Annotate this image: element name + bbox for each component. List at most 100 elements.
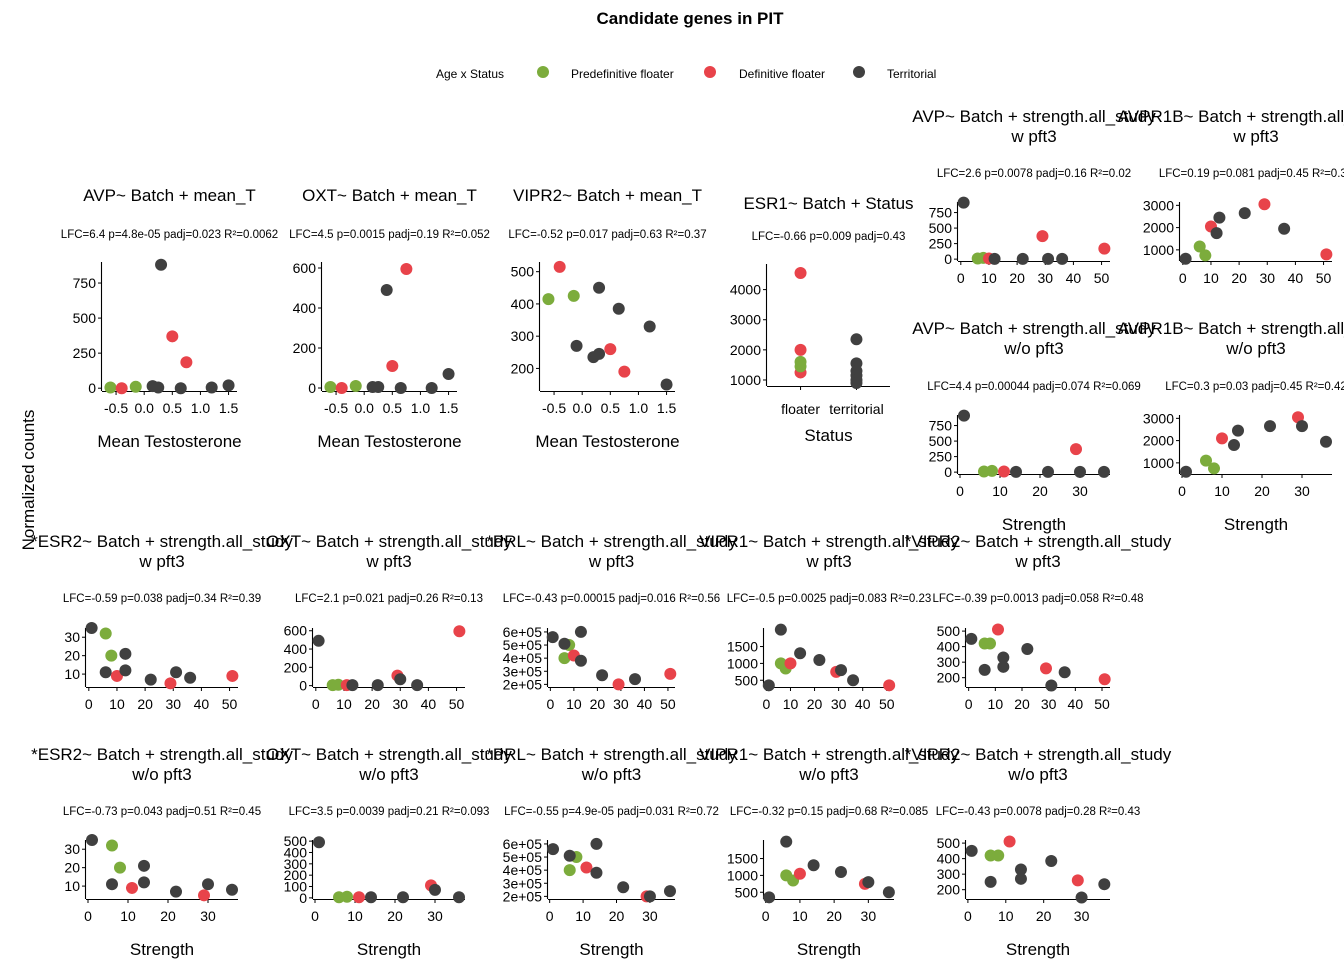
data-point-territorial <box>1264 420 1276 433</box>
x-tick-label: 30 <box>613 696 629 712</box>
data-point-territorial <box>570 339 583 352</box>
data-point-territorial <box>425 382 438 394</box>
data-point-definitive-floater <box>1320 248 1333 261</box>
data-point-territorial <box>1210 227 1223 240</box>
x-tick-label: 40 <box>1066 270 1082 286</box>
x-tick-label: 20 <box>826 908 842 924</box>
x-axis-label: Strength <box>130 940 194 959</box>
data-point-definitive-floater <box>386 360 399 372</box>
x-tick-label: 40 <box>421 696 437 712</box>
x-tick-label: 30 <box>1294 483 1310 499</box>
x-tick-label: 30 <box>831 696 847 712</box>
y-tick-label: 20 <box>64 860 80 876</box>
data-point-predefinitive-floater <box>986 464 998 477</box>
x-tick-label: 20 <box>609 908 625 924</box>
y-tick-label: 250 <box>73 345 97 361</box>
y-tick-label: 500 <box>284 833 308 849</box>
x-tick-label: 40 <box>855 696 871 712</box>
y-tick-label: 4e+05 <box>503 650 543 666</box>
legend-label-territorial: Territorial <box>887 67 936 81</box>
x-tick-label: 0 <box>546 908 554 924</box>
panel-stats: LFC=6.4 p=4.8e-05 padj=0.023 R²=0.0062 <box>61 229 278 241</box>
x-tick-label: 0 <box>311 908 319 924</box>
data-point-predefinitive-floater <box>1199 249 1212 262</box>
panel-title: AVP~ Batch + strength.all_study <box>912 107 1156 126</box>
y-tick-label: 0 <box>944 464 952 480</box>
data-point-definitive-floater <box>1071 874 1084 887</box>
data-point-territorial <box>1232 424 1244 437</box>
x-tick-label: 40 <box>194 696 210 712</box>
y-tick-label: 500 <box>937 835 961 851</box>
data-point-predefinitive-floater <box>341 890 353 903</box>
y-tick-label: 4e+05 <box>503 862 543 878</box>
y-tick-label: 100 <box>284 879 308 895</box>
y-tick-label: 0 <box>308 380 316 396</box>
panel-title: w/o pft3 <box>1225 339 1286 358</box>
data-point-territorial <box>1180 465 1192 478</box>
data-point-predefinitive-floater <box>332 678 345 691</box>
x-tick-label: 30 <box>392 696 408 712</box>
y-tick-label: 0 <box>299 678 307 694</box>
data-point-definitive-floater <box>794 267 807 280</box>
x-tick-label: 10 <box>1214 483 1230 499</box>
panel-title: AVPR1B~ Batch + strength.all_study <box>1118 319 1344 338</box>
x-tick-label: 10 <box>981 270 997 286</box>
x-tick-label: 0.0 <box>572 400 592 416</box>
x-tick-label: 20 <box>364 696 380 712</box>
data-point-territorial <box>547 843 560 856</box>
y-tick-label: 500 <box>73 310 97 326</box>
x-tick-label: 0 <box>957 270 965 286</box>
data-point-territorial <box>226 883 238 896</box>
x-tick-label: 20 <box>1036 908 1052 924</box>
x-tick-label: 30 <box>1074 908 1090 924</box>
data-point-definitive-floater <box>226 669 239 682</box>
data-point-territorial <box>394 673 407 686</box>
x-tick-label: 10 <box>998 908 1014 924</box>
data-point-territorial <box>1042 252 1055 265</box>
data-point-predefinitive-floater <box>129 380 142 393</box>
data-point-territorial <box>593 281 606 294</box>
data-point-territorial <box>1045 854 1058 867</box>
x-tick-label: 10 <box>988 696 1004 712</box>
data-point-predefinitive-floater <box>1193 240 1206 253</box>
y-tick-label: 10 <box>64 878 80 894</box>
panel-stats: LFC=3.5 p=0.0039 padj=0.21 R²=0.093 <box>289 806 490 818</box>
data-point-definitive-floater <box>883 679 896 692</box>
y-axis-label: Normalized counts <box>19 410 38 551</box>
x-tick-label: 20 <box>160 908 176 924</box>
x-tick-label: 0.5 <box>163 400 183 416</box>
data-point-predefinitive-floater <box>106 839 118 852</box>
panel-stats: LFC=4.4 p=0.00044 padj=0.074 R²=0.069 <box>927 381 1141 393</box>
x-tick-label: 10 <box>109 696 125 712</box>
x-tick-label: 20 <box>1231 270 1247 286</box>
data-point-territorial <box>365 891 377 904</box>
data-point-territorial <box>590 837 603 850</box>
data-point-definitive-floater <box>335 382 348 394</box>
panel-title: *ESR2~ Batch + strength.all_study <box>31 745 293 764</box>
y-tick-label: 1000 <box>1143 242 1174 258</box>
y-tick-label: 30 <box>64 629 80 645</box>
data-point-territorial <box>85 622 98 634</box>
data-point-territorial <box>119 664 132 677</box>
x-tick-label: 30 <box>1037 270 1053 286</box>
panel-title: VIPR1~ Batch + strength.all_study <box>699 532 959 551</box>
panel-title: OXT~ Batch + strength.all_study <box>266 532 512 551</box>
x-tick-label: 30 <box>1072 483 1088 499</box>
y-tick-label: 6e+05 <box>503 624 543 640</box>
x-tick-label: 1.0 <box>411 400 431 416</box>
panel-stats: LFC=-0.59 p=0.038 padj=0.34 R²=0.39 <box>63 593 261 605</box>
data-point-predefinitive-floater <box>567 289 580 302</box>
y-tick-label: 2000 <box>1143 433 1174 449</box>
x-tick-label: 20 <box>1254 483 1270 499</box>
data-point-territorial <box>1213 211 1226 224</box>
legend-key-definitive-floater <box>704 66 716 78</box>
y-tick-label: 200 <box>511 360 535 376</box>
x-tick-label: 1.0 <box>191 400 211 416</box>
data-point-territorial <box>617 881 630 894</box>
panel-stats: LFC=-0.32 p=0.15 padj=0.68 R²=0.085 <box>730 806 928 818</box>
data-point-territorial <box>1296 420 1308 433</box>
data-point-territorial <box>119 647 132 660</box>
